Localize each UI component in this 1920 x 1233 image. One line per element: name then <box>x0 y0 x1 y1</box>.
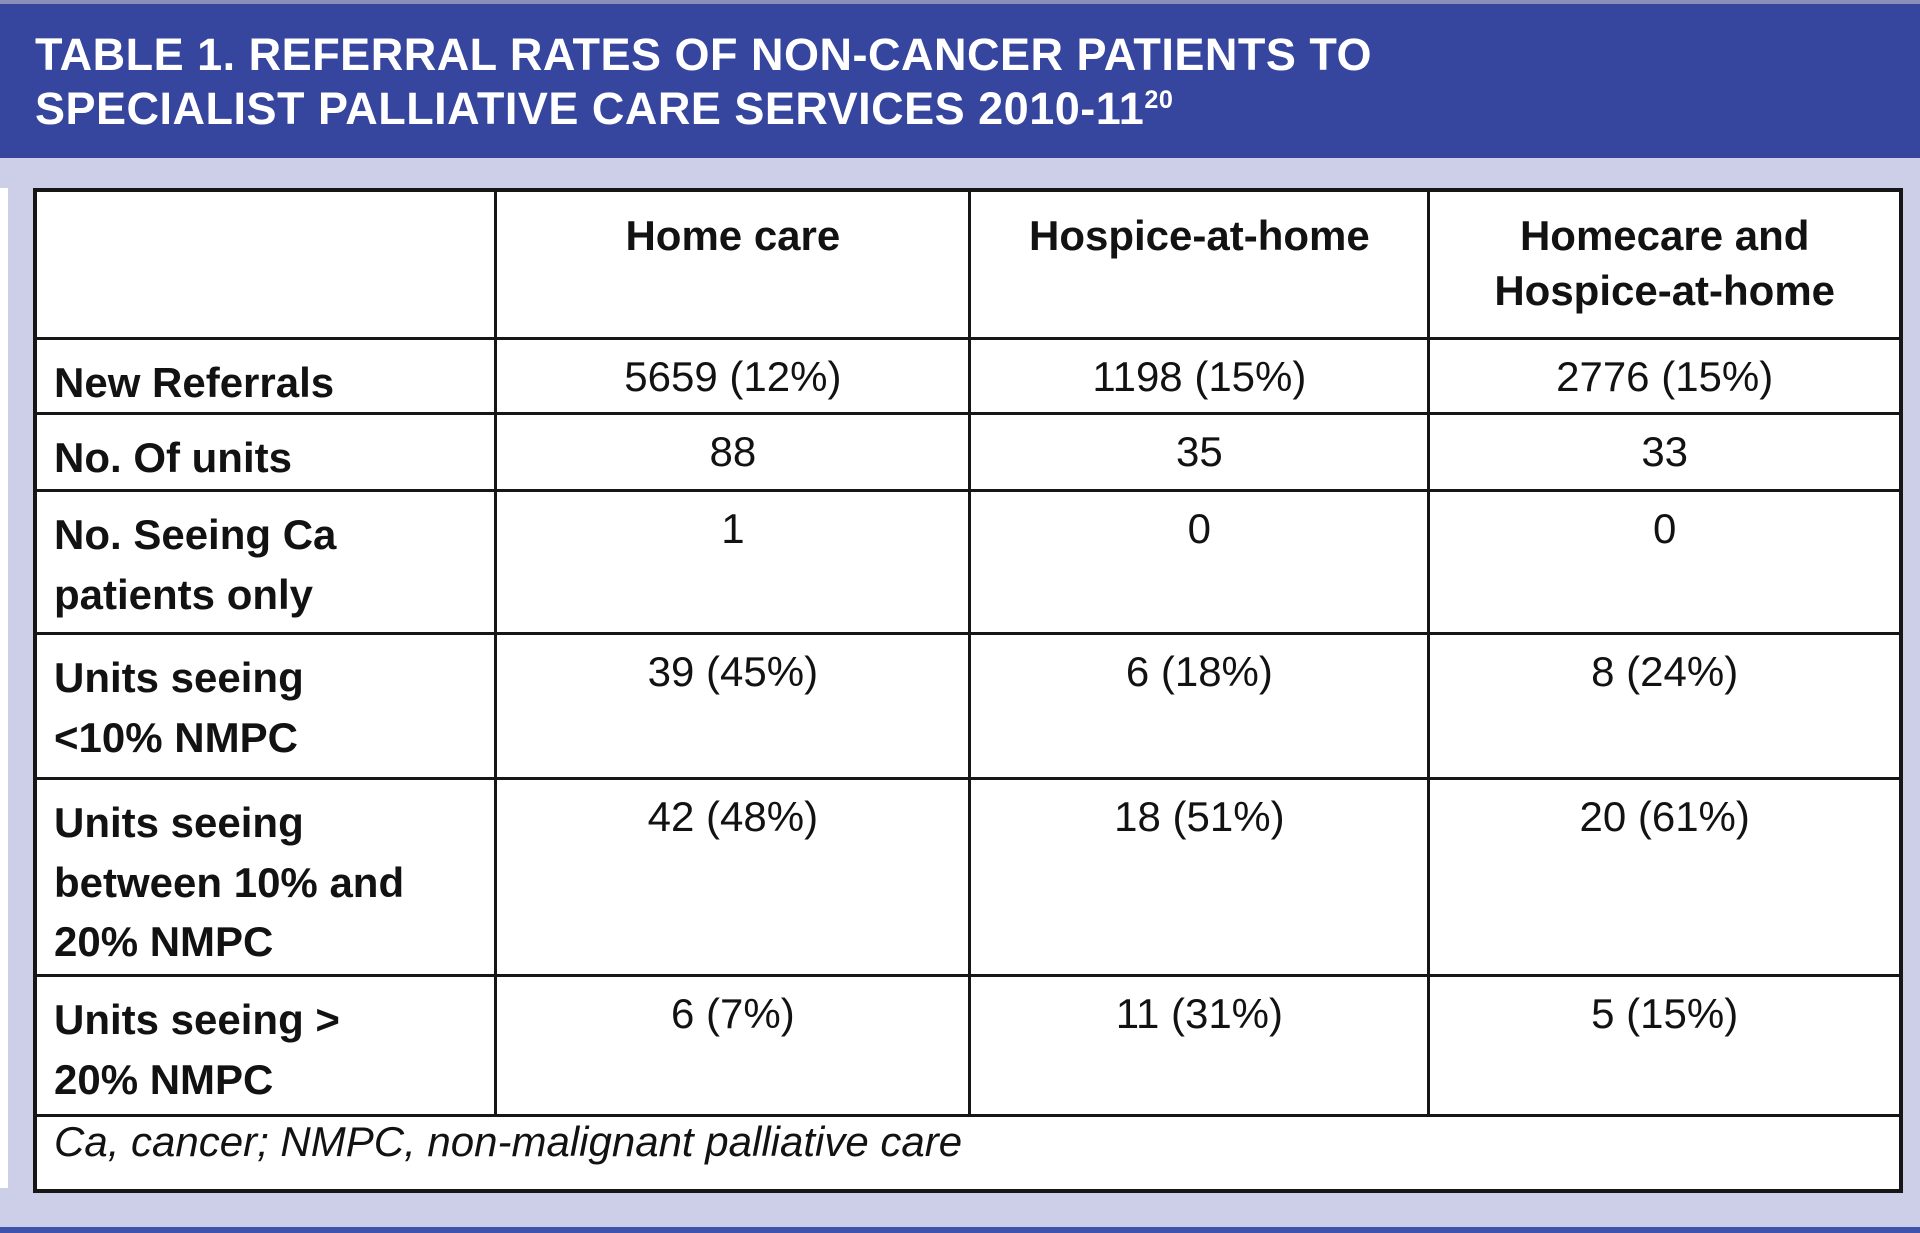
column-header-hospice-at-home: Hospice-at-home <box>968 188 1431 340</box>
value-cell: 0 <box>968 489 1431 636</box>
top-edge-strip <box>0 0 1920 4</box>
row-label: New Referrals <box>33 336 498 416</box>
value-cell: 39 (45%) <box>494 632 972 781</box>
table-footnote: Ca, cancer; NMPC, non-malignant palliati… <box>33 1114 1903 1193</box>
table-row: New Referrals 5659 (12%) 1198 (15%) 2776… <box>33 336 1903 416</box>
value-cell: 6 (7%) <box>494 974 972 1118</box>
table-title-text: TABLE 1. REFERRAL RATES OF NON-CANCER PA… <box>35 29 1373 134</box>
table-row: Units seeing > 20% NMPC 6 (7%) 11 (31%) … <box>33 974 1903 1118</box>
value-cell: 20 (61%) <box>1427 777 1903 978</box>
footnote-row: Ca, cancer; NMPC, non-malignant palliati… <box>33 1114 1903 1193</box>
table-row: No. Of units 88 35 33 <box>33 412 1903 493</box>
column-header-homecare-and-hospice: Homecare and Hospice-at-home <box>1427 188 1903 340</box>
value-cell: 5659 (12%) <box>494 336 972 416</box>
row-label: Units seeing between 10% and 20% NMPC <box>33 777 498 978</box>
referral-rates-table: Home care Hospice-at-home Homecare and H… <box>33 188 1903 1193</box>
table-title: TABLE 1. REFERRAL RATES OF NON-CANCER PA… <box>0 4 1740 136</box>
value-cell: 11 (31%) <box>968 974 1431 1118</box>
reference-superscript: 20 <box>1144 86 1174 114</box>
page-edge-highlight <box>0 188 8 1188</box>
value-cell: 33 <box>1427 412 1903 493</box>
table-row: Units seeing between 10% and 20% NMPC 42… <box>33 777 1903 978</box>
value-cell: 8 (24%) <box>1427 632 1903 781</box>
value-cell: 6 (18%) <box>968 632 1431 781</box>
table-row: No. Seeing Ca patients only 1 0 0 <box>33 489 1903 636</box>
table-row: Units seeing <10% NMPC 39 (45%) 6 (18%) … <box>33 632 1903 781</box>
value-cell: 1 <box>494 489 972 636</box>
column-header-home-care: Home care <box>494 188 972 340</box>
row-label: Units seeing <10% NMPC <box>33 632 498 781</box>
bottom-edge-strip <box>0 1227 1920 1233</box>
row-label: No. Seeing Ca patients only <box>33 489 498 636</box>
value-cell: 35 <box>968 412 1431 493</box>
value-cell: 5 (15%) <box>1427 974 1903 1118</box>
row-label: No. Of units <box>33 412 498 493</box>
value-cell: 1198 (15%) <box>968 336 1431 416</box>
row-label: Units seeing > 20% NMPC <box>33 974 498 1118</box>
value-cell: 0 <box>1427 489 1903 636</box>
value-cell: 42 (48%) <box>494 777 972 978</box>
table-title-band: TABLE 1. REFERRAL RATES OF NON-CANCER PA… <box>0 4 1920 158</box>
value-cell: 2776 (15%) <box>1427 336 1903 416</box>
value-cell: 18 (51%) <box>968 777 1431 978</box>
value-cell: 88 <box>494 412 972 493</box>
header-row: Home care Hospice-at-home Homecare and H… <box>33 188 1903 340</box>
column-header-empty <box>33 188 498 340</box>
